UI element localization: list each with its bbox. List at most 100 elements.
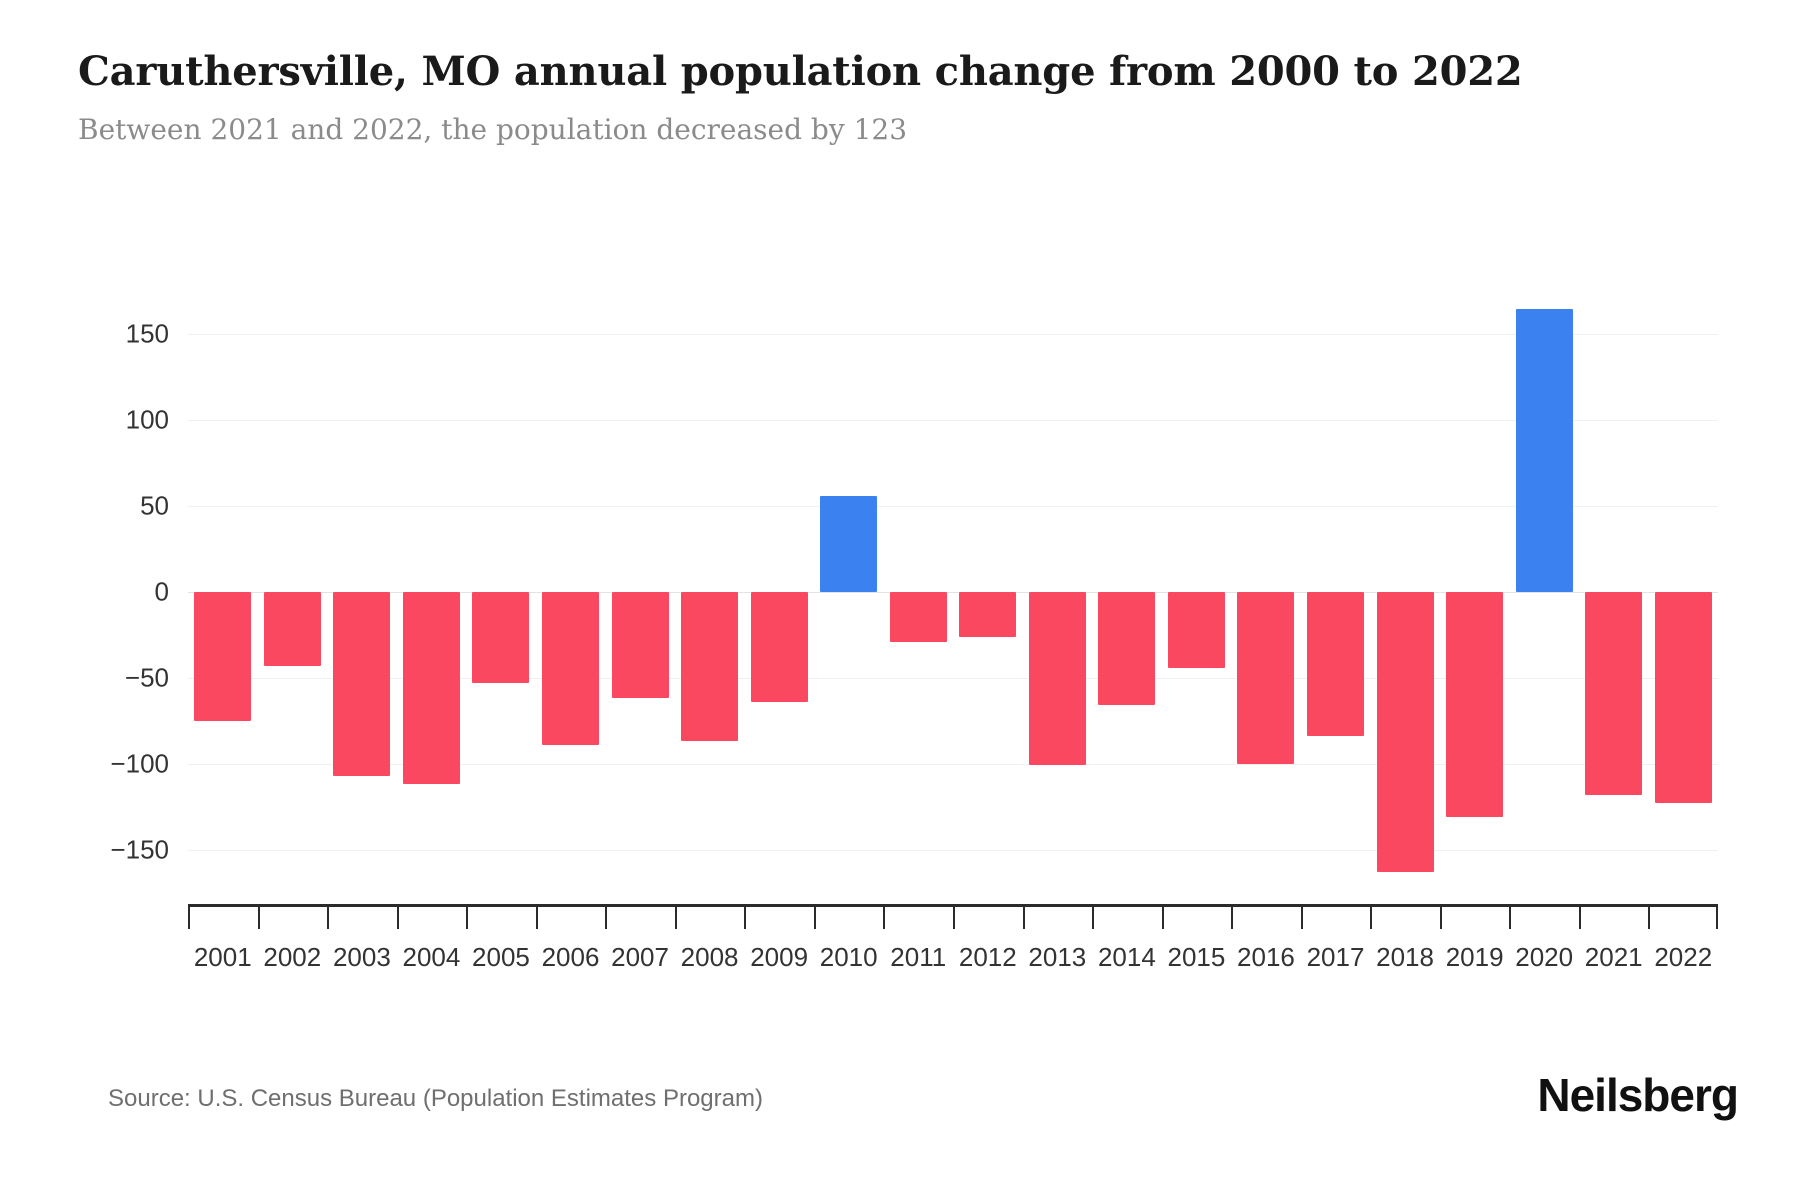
tick-cell bbox=[396, 907, 467, 929]
bar-slot[interactable] bbox=[1440, 300, 1510, 884]
tick-mark bbox=[466, 907, 469, 929]
x-tick-label-2020: 2020 bbox=[1515, 942, 1574, 972]
tick-cell bbox=[535, 907, 606, 929]
tick-mark bbox=[744, 907, 747, 929]
tick-mark bbox=[1231, 907, 1234, 929]
bar-2020[interactable] bbox=[1515, 308, 1573, 592]
bar-2013[interactable] bbox=[1028, 592, 1086, 766]
bar-2019[interactable] bbox=[1446, 592, 1504, 817]
bar-2009[interactable] bbox=[750, 592, 808, 702]
bar-2002[interactable] bbox=[263, 592, 321, 666]
tick-mark bbox=[257, 907, 260, 929]
x-tick-label-2002: 2002 bbox=[263, 942, 322, 972]
tick-mark bbox=[1509, 907, 1512, 929]
tick-cell bbox=[466, 907, 536, 929]
bar-2001[interactable] bbox=[194, 592, 252, 721]
bar-2021[interactable] bbox=[1585, 592, 1643, 795]
x-tick-label-2010: 2010 bbox=[819, 942, 878, 972]
bar-2006[interactable] bbox=[541, 592, 599, 745]
x-tick-label-2013: 2013 bbox=[1028, 942, 1087, 972]
tick-cell bbox=[605, 907, 675, 929]
bar-series bbox=[188, 300, 1718, 884]
tick-cell bbox=[1648, 907, 1719, 929]
y-tick-label: 150 bbox=[125, 318, 169, 349]
bar-slot[interactable] bbox=[397, 300, 467, 884]
x-tick-label-2001: 2001 bbox=[193, 942, 252, 972]
tick-mark bbox=[1161, 907, 1164, 929]
tick-mark bbox=[1716, 907, 1719, 929]
x-tick-label-2018: 2018 bbox=[1376, 942, 1434, 972]
x-tick-label-2015: 2015 bbox=[1167, 942, 1226, 972]
x-tick-label-2014: 2014 bbox=[1097, 942, 1156, 972]
tick-cell bbox=[1231, 907, 1301, 929]
bar-slot[interactable] bbox=[466, 300, 536, 884]
tick-cell bbox=[1439, 907, 1510, 929]
tick-mark bbox=[1578, 907, 1581, 929]
bar-slot[interactable] bbox=[953, 300, 1023, 884]
bar-2012[interactable] bbox=[959, 592, 1017, 637]
tick-mark bbox=[605, 907, 608, 929]
plot-canvas bbox=[188, 300, 1718, 884]
bar-2015[interactable] bbox=[1167, 592, 1225, 668]
bar-slot[interactable] bbox=[327, 300, 397, 884]
tick-mark bbox=[674, 907, 677, 929]
gridline bbox=[188, 849, 1718, 851]
bar-slot[interactable] bbox=[675, 300, 745, 884]
bar-2010[interactable] bbox=[820, 495, 878, 592]
bar-2004[interactable] bbox=[402, 592, 460, 785]
bar-slot[interactable] bbox=[1579, 300, 1649, 884]
tick-mark bbox=[535, 907, 538, 929]
bar-slot[interactable] bbox=[1370, 300, 1440, 884]
bar-slot[interactable] bbox=[258, 300, 328, 884]
tick-mark bbox=[953, 907, 956, 929]
tick-mark bbox=[396, 907, 399, 929]
gridline bbox=[188, 506, 1718, 508]
tick-cell bbox=[744, 907, 814, 929]
bar-slot[interactable] bbox=[1648, 300, 1718, 884]
bar-slot[interactable] bbox=[1509, 300, 1579, 884]
gridline bbox=[188, 334, 1718, 336]
brand-logo: Neilsberg bbox=[1537, 1069, 1739, 1121]
tick-cell bbox=[1509, 907, 1579, 929]
x-tick-label-2005: 2005 bbox=[472, 942, 530, 972]
bar-2011[interactable] bbox=[889, 592, 947, 642]
bar-2018[interactable] bbox=[1376, 592, 1434, 872]
bar-slot[interactable] bbox=[1092, 300, 1162, 884]
tick-mark bbox=[1648, 907, 1651, 929]
bar-slot[interactable] bbox=[1023, 300, 1093, 884]
bar-slot[interactable] bbox=[1301, 300, 1371, 884]
y-tick-label: 50 bbox=[140, 490, 169, 521]
bar-slot[interactable] bbox=[1162, 300, 1232, 884]
bar-slot[interactable] bbox=[883, 300, 953, 884]
tick-mark bbox=[883, 907, 886, 929]
bar-2016[interactable] bbox=[1237, 592, 1295, 764]
bar-2005[interactable] bbox=[472, 592, 530, 684]
bar-slot[interactable] bbox=[814, 300, 884, 884]
zero-line bbox=[188, 592, 1718, 593]
tick-cell bbox=[327, 907, 397, 929]
source-note: Source: U.S. Census Bureau (Population E… bbox=[108, 1085, 763, 1112]
bar-slot[interactable] bbox=[605, 300, 675, 884]
bar-2007[interactable] bbox=[611, 592, 669, 699]
bar-slot[interactable] bbox=[536, 300, 606, 884]
tick-mark bbox=[1439, 907, 1442, 929]
bar-slot[interactable] bbox=[744, 300, 814, 884]
gridline bbox=[188, 677, 1718, 679]
tick-mark bbox=[1092, 907, 1095, 929]
bar-2003[interactable] bbox=[333, 592, 391, 776]
bar-2017[interactable] bbox=[1307, 592, 1365, 737]
tick-mark bbox=[1370, 907, 1373, 929]
bar-slot[interactable] bbox=[1231, 300, 1301, 884]
y-tick-label: 0 bbox=[154, 576, 169, 607]
tick-cell bbox=[1022, 907, 1093, 929]
x-tick-label-2017: 2017 bbox=[1306, 942, 1365, 972]
page-subtitle: Between 2021 and 2022, the population de… bbox=[78, 113, 908, 146]
tick-mark bbox=[813, 907, 816, 929]
x-axis-line bbox=[188, 904, 1718, 907]
bar-slot[interactable] bbox=[188, 300, 258, 884]
bar-2022[interactable] bbox=[1654, 592, 1712, 804]
tick-mark bbox=[1300, 907, 1303, 929]
bar-2014[interactable] bbox=[1098, 592, 1156, 706]
bar-2008[interactable] bbox=[681, 592, 739, 742]
